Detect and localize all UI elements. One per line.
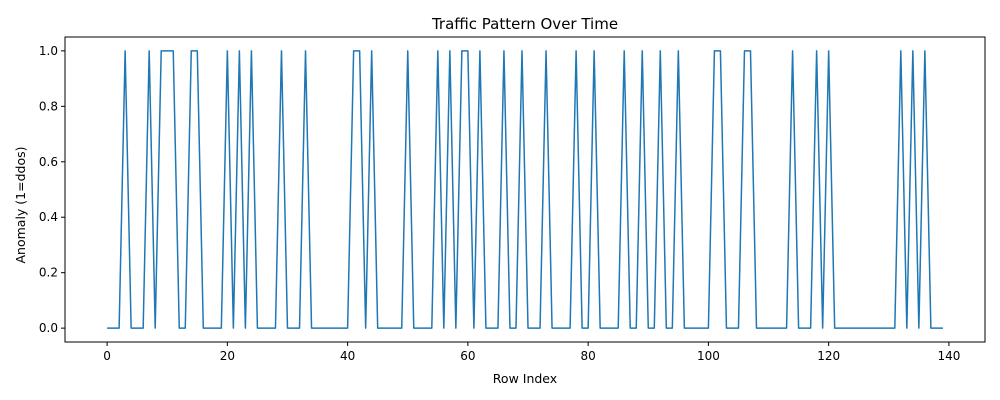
y-tick-label: 0.4	[39, 210, 58, 224]
x-tick-label: 0	[103, 349, 111, 363]
chart-title: Traffic Pattern Over Time	[431, 15, 618, 33]
x-tick-label: 80	[580, 349, 595, 363]
x-tick-label: 20	[220, 349, 235, 363]
plot-area	[107, 50, 943, 329]
x-tick-label: 140	[937, 349, 960, 363]
y-tick-label: 1.0	[39, 44, 58, 58]
series-line	[107, 50, 943, 329]
y-tick-label: 0.2	[39, 266, 58, 280]
x-tick-label: 60	[460, 349, 475, 363]
x-tick-label: 100	[697, 349, 720, 363]
x-axis: 0 20 40 60 80 100 120 140	[103, 342, 960, 363]
plot-frame	[64, 36, 986, 343]
y-tick-label: 0.6	[39, 155, 58, 169]
x-tick-label: 120	[817, 349, 840, 363]
y-tick-label: 0.8	[39, 99, 58, 113]
y-axis-label: Anomaly (1=ddos)	[13, 146, 28, 263]
x-tick-label: 40	[340, 349, 355, 363]
y-tick-label: 0.0	[39, 321, 58, 335]
x-axis-label: Row Index	[493, 371, 557, 386]
y-axis: 0.0 0.2 0.4 0.6 0.8 1.0	[39, 44, 65, 335]
